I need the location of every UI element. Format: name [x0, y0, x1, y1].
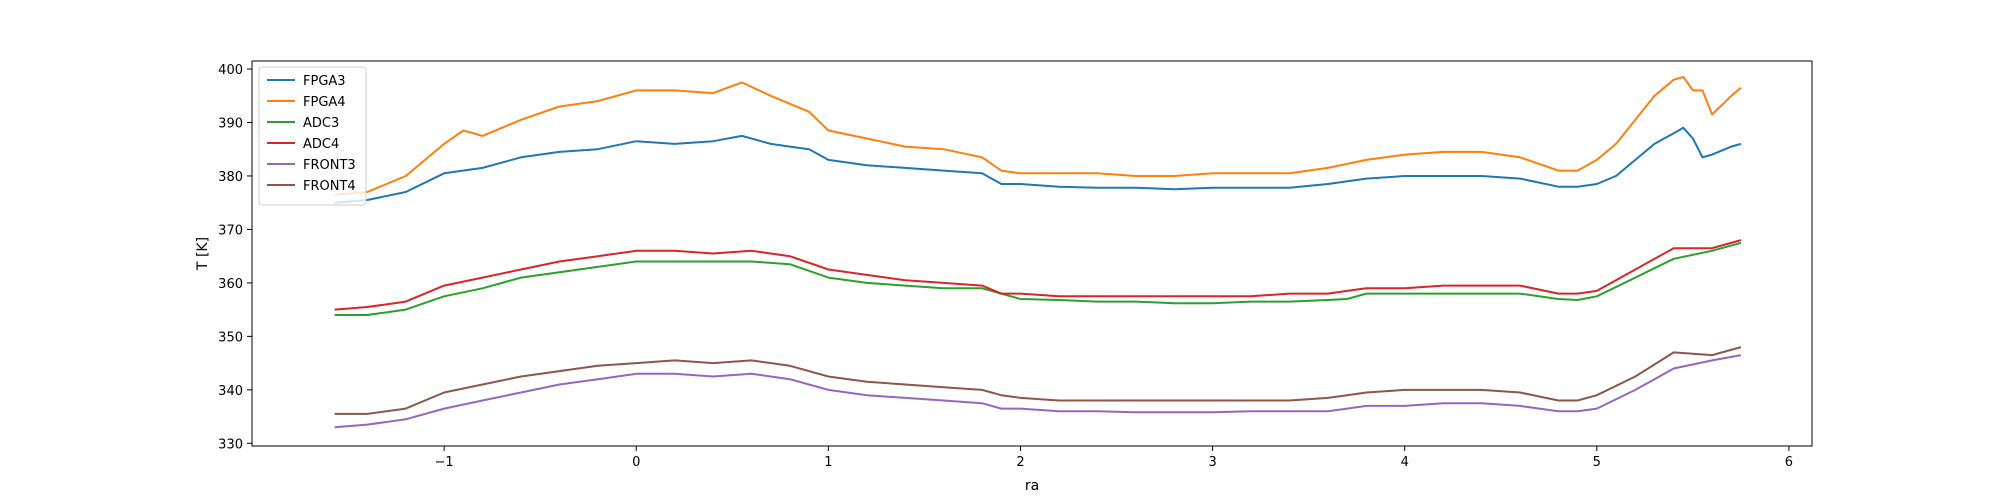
x-tick-label: 5 [1593, 455, 1601, 470]
x-tick-label: 2 [1016, 455, 1024, 470]
y-tick-label: 360 [218, 277, 243, 292]
x-tick-label: 3 [1208, 455, 1216, 470]
x-tick-label: 6 [1785, 455, 1793, 470]
series-line-front4 [334, 346, 1742, 415]
y-tick-label: 400 [218, 63, 243, 78]
y-tick-label: 390 [218, 116, 243, 131]
legend: FPGA3 FPGA4 ADC3 ADC4 FRONT3 FRONT4 [258, 66, 367, 206]
y-tick-label: 330 [218, 437, 243, 452]
y-tick-label: 340 [218, 384, 243, 399]
x-tick-label: −1 [435, 455, 454, 470]
x-tick-label: 4 [1401, 455, 1409, 470]
x-axis-ticks: −1 0 1 2 3 4 5 6 [435, 446, 1793, 470]
legend-label: FPGA4 [303, 95, 346, 110]
plot-frame [251, 60, 1813, 447]
x-tick-label: 0 [632, 455, 640, 470]
legend-label: FRONT3 [303, 158, 356, 173]
series-lines [334, 76, 1742, 429]
y-tick-label: 350 [218, 330, 243, 345]
legend-label: ADC3 [303, 116, 339, 131]
legend-label: FPGA3 [303, 74, 346, 89]
series-line-fpga4 [334, 76, 1742, 196]
y-axis-ticks: 330 340 350 360 370 380 390 400 [218, 63, 252, 452]
series-line-adc3 [334, 241, 1742, 316]
legend-label: ADC4 [303, 137, 339, 152]
y-tick-label: 370 [218, 223, 243, 238]
y-axis-label: T [K] [195, 237, 211, 271]
series-line-adc4 [334, 239, 1742, 311]
x-tick-label: 1 [824, 455, 832, 470]
legend-label: FRONT4 [303, 179, 356, 194]
x-axis-label: ra [1025, 478, 1039, 494]
y-tick-label: 380 [218, 170, 243, 185]
series-line-front3 [334, 354, 1742, 429]
series-line-fpga3 [334, 126, 1742, 204]
